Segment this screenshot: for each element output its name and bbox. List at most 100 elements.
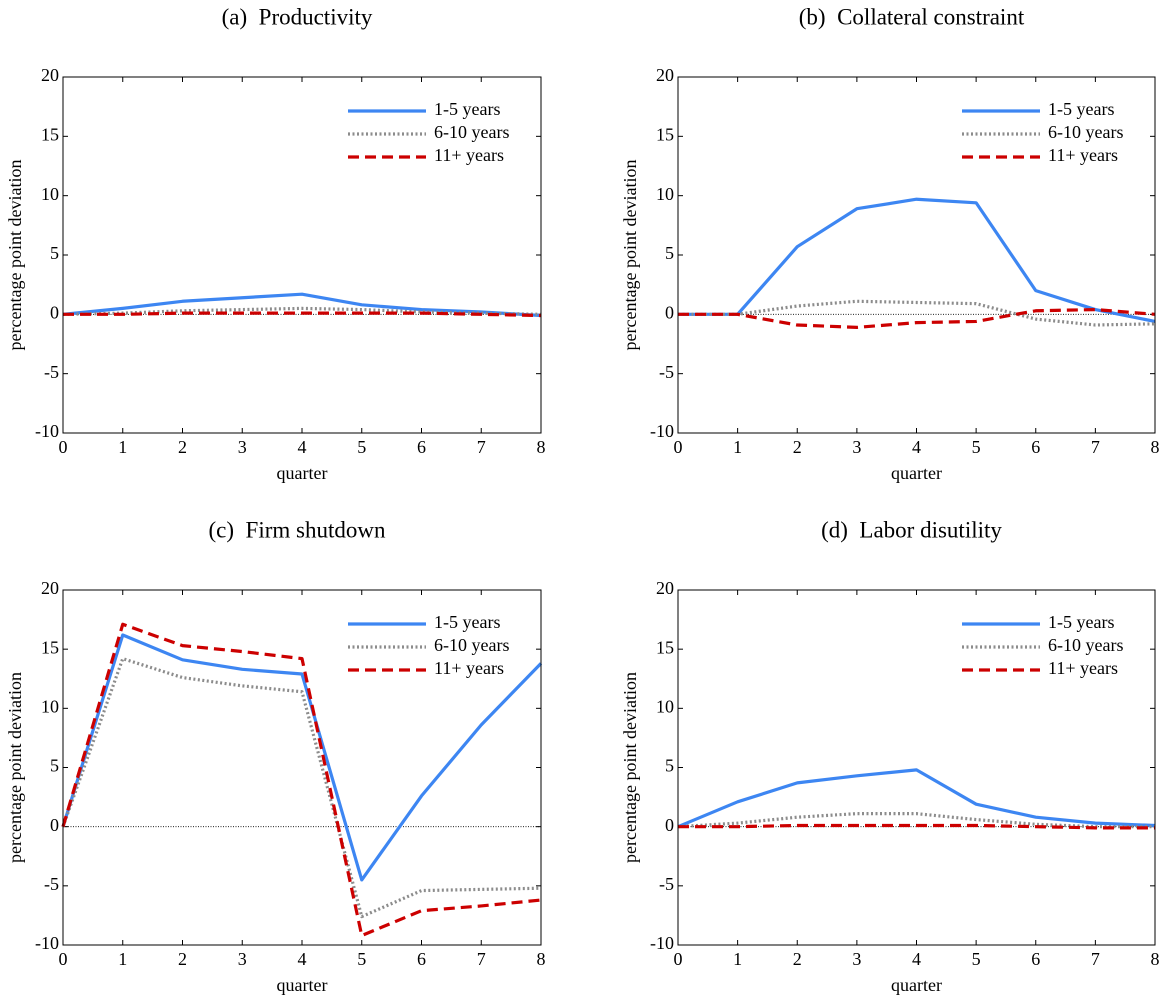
y-tick-label: 15 bbox=[656, 637, 674, 657]
x-tick-label: 6 bbox=[417, 437, 426, 457]
legend-label: 6-10 years bbox=[434, 122, 509, 142]
y-tick-label: 15 bbox=[41, 637, 59, 657]
x-tick-label: 0 bbox=[674, 949, 683, 969]
y-tick-label: -10 bbox=[650, 933, 674, 953]
x-tick-label: 5 bbox=[972, 949, 981, 969]
series-line bbox=[678, 197, 1156, 324]
legend-label: 11+ years bbox=[1048, 145, 1118, 165]
x-tick-label: 6 bbox=[1031, 437, 1040, 457]
x-tick-label: 7 bbox=[1091, 437, 1100, 457]
y-tick-label: 10 bbox=[656, 184, 674, 204]
panel: (a) Productivity quarter percentage point … bbox=[5, 4, 545, 483]
x-tick-label: 1 bbox=[118, 949, 127, 969]
y-tick-label: 15 bbox=[41, 124, 59, 144]
y-axis-label: percentage point deviation bbox=[5, 672, 25, 863]
legend-label: 1-5 years bbox=[1048, 612, 1114, 632]
panel-title: (b) Collateral constraint bbox=[799, 4, 1025, 29]
x-tick-label: 0 bbox=[674, 437, 683, 457]
y-tick-label: 0 bbox=[50, 815, 59, 835]
series-line bbox=[678, 823, 1155, 830]
x-tick-label: 4 bbox=[298, 437, 307, 457]
x-tick-label: 4 bbox=[912, 437, 921, 457]
x-tick-label: 6 bbox=[417, 949, 426, 969]
panel: (b) Collateral constraint quarter percenta… bbox=[620, 4, 1159, 483]
y-tick-label: 20 bbox=[41, 65, 59, 85]
x-tick-label: 8 bbox=[1151, 949, 1160, 969]
x-tick-label: 8 bbox=[537, 949, 546, 969]
x-tick-label: 6 bbox=[1031, 949, 1040, 969]
y-tick-label: 10 bbox=[41, 184, 59, 204]
x-tick-label: 2 bbox=[178, 949, 187, 969]
x-tick-label: 8 bbox=[1151, 437, 1160, 457]
y-tick-label: -5 bbox=[44, 362, 59, 382]
series-line bbox=[677, 768, 1156, 829]
x-tick-label: 7 bbox=[477, 437, 486, 457]
x-tick-label: 8 bbox=[537, 437, 546, 457]
x-tick-label: 3 bbox=[238, 949, 247, 969]
x-tick-label: 0 bbox=[59, 949, 68, 969]
y-tick-label: -10 bbox=[35, 933, 59, 953]
y-tick-label: -10 bbox=[35, 421, 59, 441]
series-line bbox=[678, 299, 1156, 327]
y-axis-label: percentage point deviation bbox=[620, 672, 640, 863]
y-axis-label: percentage point deviation bbox=[5, 160, 25, 351]
y-tick-label: 0 bbox=[50, 302, 59, 322]
x-axis-label: quarter bbox=[277, 975, 328, 995]
series-line bbox=[677, 812, 1155, 829]
legend-label: 6-10 years bbox=[1048, 635, 1123, 655]
panel-title: (a) Productivity bbox=[222, 4, 373, 29]
y-tick-label: 15 bbox=[656, 124, 674, 144]
axes-box bbox=[677, 76, 1156, 434]
y-axis-label: percentage point deviation bbox=[620, 160, 640, 351]
legend-label: 11+ years bbox=[434, 658, 504, 678]
y-tick-label: -5 bbox=[44, 874, 59, 894]
x-tick-label: 1 bbox=[118, 437, 127, 457]
x-tick-label: 7 bbox=[477, 949, 486, 969]
panel-title: (d) Labor disutility bbox=[821, 517, 1002, 542]
legend-label: 11+ years bbox=[434, 145, 504, 165]
x-tick-label: 3 bbox=[852, 437, 861, 457]
series-line bbox=[63, 311, 542, 318]
legend-label: 1-5 years bbox=[1048, 99, 1114, 119]
x-tick-label: 0 bbox=[59, 437, 68, 457]
x-axis-label: quarter bbox=[891, 463, 942, 483]
y-tick-label: 0 bbox=[665, 302, 674, 322]
y-tick-label: -10 bbox=[650, 421, 674, 441]
x-tick-label: 5 bbox=[357, 949, 366, 969]
panel-title: (c) Firm shutdown bbox=[209, 517, 386, 542]
x-tick-label: 5 bbox=[357, 437, 366, 457]
x-tick-label: 1 bbox=[733, 949, 742, 969]
x-tick-label: 2 bbox=[178, 437, 187, 457]
x-tick-label: 2 bbox=[793, 437, 802, 457]
legend-label: 1-5 years bbox=[434, 612, 500, 632]
axes-box bbox=[677, 589, 1156, 946]
x-tick-label: 4 bbox=[912, 949, 921, 969]
y-tick-label: 20 bbox=[656, 65, 674, 85]
x-axis-label: quarter bbox=[891, 975, 942, 995]
series-line bbox=[61, 633, 543, 882]
legend-label: 6-10 years bbox=[434, 635, 509, 655]
axes-box bbox=[62, 76, 542, 434]
x-tick-label: 4 bbox=[298, 949, 307, 969]
y-tick-label: 20 bbox=[41, 578, 59, 598]
y-tick-label: 5 bbox=[50, 756, 59, 776]
panel: (c) Firm shutdown quarter percentage point… bbox=[5, 517, 545, 995]
y-tick-label: 10 bbox=[656, 696, 674, 716]
legend-label: 11+ years bbox=[1048, 658, 1118, 678]
legend-label: 1-5 years bbox=[434, 99, 500, 119]
axes-box bbox=[62, 589, 542, 946]
x-tick-label: 3 bbox=[852, 949, 861, 969]
x-tick-label: 1 bbox=[733, 437, 742, 457]
y-tick-label: 5 bbox=[665, 243, 674, 263]
y-tick-label: 20 bbox=[656, 578, 674, 598]
x-tick-label: 7 bbox=[1091, 949, 1100, 969]
y-tick-label: 5 bbox=[50, 243, 59, 263]
series-line bbox=[61, 622, 542, 938]
series-line bbox=[61, 657, 542, 919]
x-axis-label: quarter bbox=[277, 463, 328, 483]
x-tick-label: 3 bbox=[238, 437, 247, 457]
panel: (d) Labor disutility quarter percentage po… bbox=[620, 517, 1159, 995]
series-line bbox=[62, 292, 542, 318]
y-tick-label: 5 bbox=[665, 756, 674, 776]
